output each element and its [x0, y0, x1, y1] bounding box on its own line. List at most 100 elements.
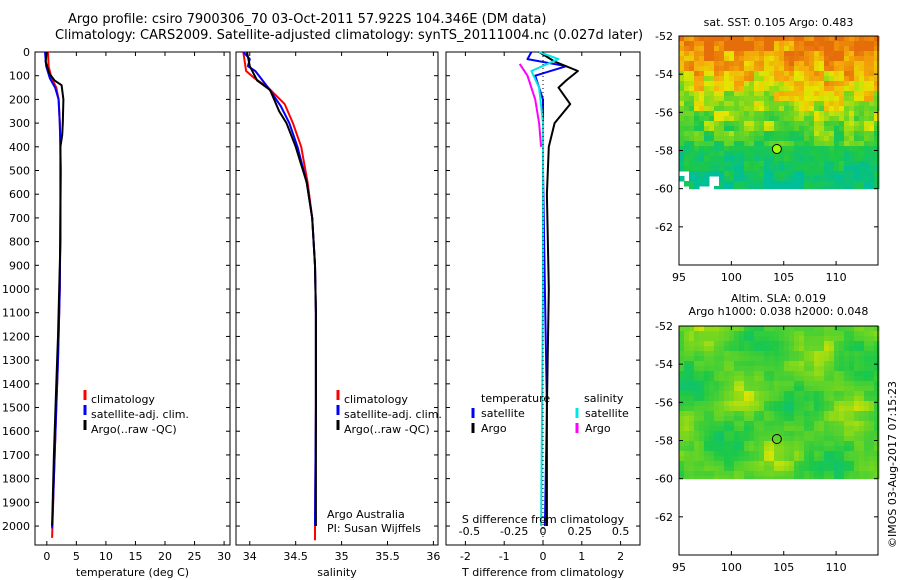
sla_map-cell	[789, 421, 795, 427]
sst_map-cell	[839, 166, 845, 172]
sla_map-cell	[824, 396, 830, 402]
sst_map-cell	[739, 166, 745, 172]
sla_map-cell	[749, 331, 755, 337]
depth-tick-label: 1900	[2, 496, 30, 509]
sla_map-cell	[799, 476, 805, 480]
sst_map-cell	[784, 131, 790, 137]
sst_map-cell	[689, 131, 695, 137]
salinity-legend-label: climatology	[344, 393, 408, 406]
sla_map-cell	[834, 441, 840, 447]
sla_map-cell	[864, 396, 870, 402]
sla_map-cell	[764, 461, 770, 467]
sla_map-cell	[749, 456, 755, 462]
sla_map-cell	[689, 341, 695, 347]
sla_map-cell	[829, 336, 835, 342]
sst_map-cell	[834, 66, 840, 72]
sla_map-cell	[729, 416, 735, 422]
sla_map-cell	[869, 376, 875, 382]
sla_map-cell	[769, 386, 775, 392]
sst_map-cell	[849, 61, 855, 67]
sst_map-cell	[704, 106, 710, 112]
sst_map-cell	[804, 181, 810, 187]
sst_map-cell	[799, 71, 805, 77]
sst_map-cell	[719, 76, 725, 82]
sst_map-cell	[804, 146, 810, 152]
sla_map-cell	[799, 371, 805, 377]
sst_map-cell	[859, 76, 865, 82]
salinity-frame	[235, 51, 439, 546]
sst_map-cell	[744, 186, 750, 190]
sla_map-cell	[829, 341, 835, 347]
salinity-legend-label: Argo(..raw -QC)	[344, 423, 430, 436]
sla_map-cell	[719, 396, 725, 402]
sla_map-cell	[839, 461, 845, 467]
sst_map-cell	[739, 181, 745, 187]
sla_map-cell	[819, 421, 825, 427]
sla_map-cell	[719, 416, 725, 422]
sst_map-cell	[779, 61, 785, 67]
sst_map-cell	[754, 46, 760, 52]
sst_map-cell	[744, 156, 750, 162]
sla_map-cell	[754, 396, 760, 402]
sst_map-cell	[769, 121, 775, 127]
sst_map-cell	[854, 171, 860, 177]
sst_map-cell	[684, 81, 690, 87]
sst_map-cell	[749, 151, 755, 157]
sla_map-cell	[854, 451, 860, 457]
sst_map-cell	[829, 151, 835, 157]
sla_map-cell	[874, 381, 880, 387]
sla_map-cell	[729, 421, 735, 427]
sst_map-cell	[729, 166, 735, 172]
depth-tick-label: 100	[9, 70, 30, 83]
sst_map-cell	[729, 171, 735, 177]
sst_map-cell	[719, 111, 725, 117]
sst_map-cell	[729, 91, 735, 97]
sst_map-cell	[699, 136, 705, 142]
sla_map-cell	[754, 466, 760, 472]
sst_map-cell	[874, 146, 880, 152]
sla_map-cell	[809, 351, 815, 357]
sla_map-cell	[854, 416, 860, 422]
sst_map-cell	[834, 51, 840, 57]
sst_map-cell	[769, 156, 775, 162]
sla_map-cell	[844, 426, 850, 432]
sla_map-field	[679, 326, 880, 480]
sla_map-cell	[689, 466, 695, 472]
sst_map-cell	[764, 146, 770, 152]
sst_map-cell	[839, 51, 845, 57]
sst_map-cell	[869, 66, 875, 72]
sla_map-cell	[794, 386, 800, 392]
sst_map-cell	[824, 116, 830, 122]
sla_map-cell	[714, 461, 720, 467]
sla_map-cell	[829, 351, 835, 357]
sla_map-cell	[849, 371, 855, 377]
sst_map-cell	[834, 131, 840, 137]
sla_map-cell	[689, 441, 695, 447]
sla_map-cell	[689, 331, 695, 337]
sst_map-cell	[869, 131, 875, 137]
sst_map-cell	[804, 86, 810, 92]
sla_map-cell	[859, 436, 865, 442]
sla_map-cell	[734, 371, 740, 377]
sla_map-cell	[709, 336, 715, 342]
sst_map-cell	[874, 126, 880, 132]
sst_map-cell	[869, 176, 875, 182]
sst_map-cell	[684, 121, 690, 127]
sst_map-cell	[784, 186, 790, 190]
sla_map-cell	[849, 436, 855, 442]
sst_map-cell	[864, 106, 870, 112]
sla_map-cell	[854, 361, 860, 367]
sst_map-cell	[844, 51, 850, 57]
sla_map-cell	[769, 326, 775, 332]
sla_map-cell	[744, 441, 750, 447]
sst_map-cell	[794, 66, 800, 72]
sla_map-cell	[804, 471, 810, 477]
sst_map-cell	[874, 171, 880, 177]
sla_map-cell	[849, 431, 855, 437]
sla_map-cell	[729, 436, 735, 442]
sst_map-cell	[789, 136, 795, 142]
sla_map-cell	[829, 476, 835, 480]
sst_map-cell	[819, 126, 825, 132]
sst_map-cell	[699, 181, 705, 187]
sst_map-cell	[844, 141, 850, 147]
